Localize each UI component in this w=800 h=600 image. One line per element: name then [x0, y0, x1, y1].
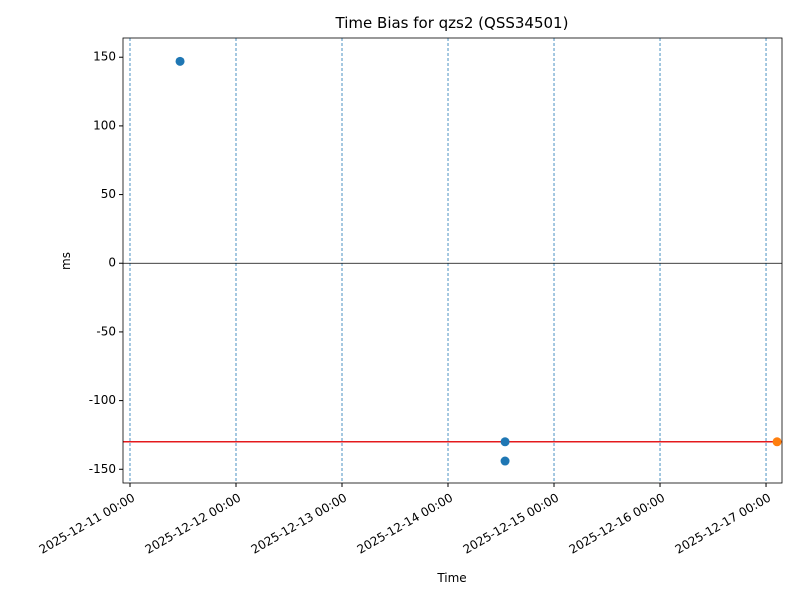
y-tick-label: 50: [101, 187, 116, 201]
y-tick-label: 0: [108, 256, 116, 270]
x-tick-label: 2025-12-15 00:00: [461, 491, 562, 557]
x-tick-label: 2025-12-14 00:00: [355, 491, 456, 557]
y-tick-label: -100: [89, 393, 116, 407]
plot-frame: [122, 37, 783, 484]
data-point: [500, 456, 510, 466]
data-point: [500, 437, 510, 447]
x-tick-label: 2025-12-11 00:00: [37, 491, 138, 557]
x-tick-label: 2025-12-12 00:00: [143, 491, 244, 557]
data-point: [772, 437, 782, 447]
y-tick-label: -50: [96, 324, 116, 338]
data-point: [175, 56, 185, 66]
y-tick-label: 100: [93, 118, 116, 132]
x-axis-label: Time: [436, 571, 466, 585]
x-tick-label: 2025-12-13 00:00: [249, 491, 350, 557]
y-axis-label: ms: [59, 252, 73, 270]
x-tick-label: 2025-12-17 00:00: [673, 491, 774, 557]
y-tick-label: 150: [93, 50, 116, 64]
chart-title: Time Bias for qzs2 (QSS34501): [335, 14, 569, 32]
y-tick-label: -150: [89, 462, 116, 476]
x-tick-label: 2025-12-16 00:00: [567, 491, 668, 557]
